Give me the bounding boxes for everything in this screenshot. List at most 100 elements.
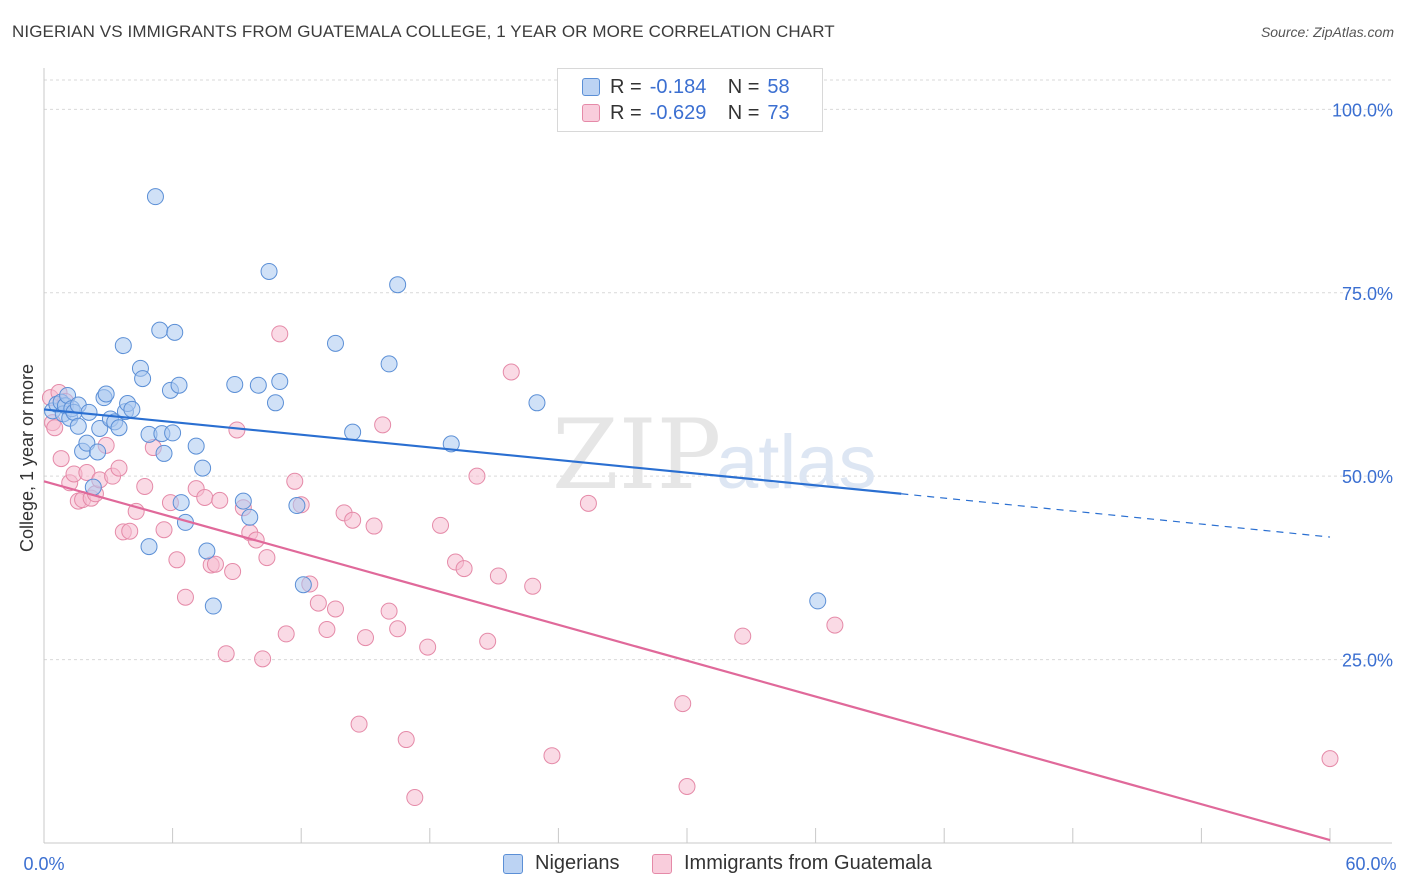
legend-row-nigerians: R = -0.184 N = 58 (582, 75, 790, 99)
guatemala-point (78, 464, 96, 482)
guatemala-point (380, 602, 398, 620)
guatemala-point (52, 450, 70, 468)
nigerians-point (380, 355, 398, 373)
watermark-atlas: atlas (716, 420, 877, 505)
legend-r-label: R = (610, 101, 642, 124)
nigerians-point (97, 385, 115, 403)
nigerians-point (288, 497, 306, 515)
guatemala-point (579, 494, 597, 512)
nigerians-point (89, 443, 107, 461)
guatemala-point (168, 551, 186, 569)
nigerians-point (326, 334, 344, 352)
axes (43, 68, 1392, 844)
series-swatch-nigerians (503, 853, 523, 874)
series-swatch-guatemala (652, 853, 672, 874)
guatemala-point (419, 638, 437, 656)
y-tick-label: 75.0% (1342, 284, 1393, 304)
guatemala-point (1321, 750, 1339, 768)
guatemala-point (217, 645, 235, 663)
nigerians-point (442, 435, 460, 453)
guatemala-point (271, 325, 289, 343)
x-tick-labels: 0.0% 60.0% (23, 854, 1396, 874)
guatemala-point (374, 416, 392, 434)
x-tick-label-min: 0.0% (23, 854, 64, 874)
nigerians-point (140, 538, 158, 556)
nigerians-point (114, 337, 132, 355)
guatemala-point (318, 621, 336, 639)
x-tick-label-max: 60.0% (1345, 854, 1396, 874)
grid-lines (44, 79, 1392, 661)
guatemala-points (41, 325, 1339, 807)
guatemala-point (455, 560, 473, 578)
y-tick-label: 25.0% (1342, 651, 1393, 671)
guatemala-point (344, 511, 362, 529)
nigerians-point (249, 376, 267, 394)
nigerians-trend-extension (901, 493, 1331, 538)
guatemala-point (277, 625, 295, 643)
nigerians-point (271, 373, 289, 391)
guatemala-point (543, 747, 561, 765)
nigerians-point (260, 262, 278, 280)
legend-r-value-guatemala: -0.629 (649, 101, 707, 124)
nigerians-trend-line (43, 408, 902, 495)
nigerians-point (226, 375, 244, 393)
guatemala-point (479, 632, 497, 650)
y-tick-labels: 25.0% 50.0% 75.0% 100.0% (1332, 100, 1393, 670)
nigerians-point (389, 276, 407, 294)
nigerians-point (809, 592, 827, 610)
nigerians-point (110, 419, 128, 437)
legend-row-guatemala: R = -0.629 N = 73 (582, 101, 790, 125)
nigerians-point (146, 188, 164, 206)
nigerians-point (134, 370, 152, 388)
legend-swatch-nigerians (582, 78, 600, 96)
legend-n-label: N = (727, 101, 760, 124)
guatemala-point (406, 789, 424, 807)
trend-lines (43, 408, 1331, 842)
guatemala-point (678, 778, 696, 796)
nigerians-point (91, 419, 109, 437)
guatemala-point (502, 363, 520, 381)
guatemala-point (196, 488, 214, 506)
guatemala-point (110, 459, 128, 477)
y-tick-label: 100.0% (1332, 100, 1393, 120)
watermark: ZIP atlas (552, 399, 877, 511)
series-label-guatemala: Immigrants from Guatemala (684, 852, 932, 874)
legend-r-value-nigerians: -0.184 (649, 75, 707, 98)
series-legend: Nigerians Immigrants from Guatemala (0, 852, 1406, 878)
legend-r-label: R = (610, 75, 642, 98)
guatemala-point (826, 616, 844, 634)
nigerians-point (344, 423, 362, 441)
guatemala-trend-line (43, 480, 1331, 842)
guatemala-point (155, 521, 173, 539)
correlation-legend: R = -0.184 N = 58 R = -0.629 N = 73 (557, 68, 823, 132)
guatemala-point (326, 600, 344, 618)
nigerians-point (198, 542, 216, 560)
series-legend-guatemala: Immigrants from Guatemala (652, 852, 932, 875)
nigerians-point (172, 494, 190, 512)
guatemala-point (489, 567, 507, 585)
guatemala-point (357, 629, 374, 647)
series-legend-nigerians: Nigerians (503, 852, 619, 875)
guatemala-point (46, 419, 64, 437)
watermark-zip: ZIP (552, 399, 721, 511)
y-tick-label: 50.0% (1342, 467, 1393, 487)
guatemala-point (121, 522, 139, 540)
nigerians-point (528, 394, 546, 412)
guatemala-point (734, 627, 752, 645)
guatemala-point (224, 563, 242, 581)
legend-swatch-guatemala (582, 104, 600, 122)
guatemala-point (309, 594, 327, 612)
guatemala-point (286, 472, 304, 490)
nigerians-point (123, 400, 141, 418)
nigerians-point (166, 323, 184, 341)
guatemala-point (389, 620, 407, 638)
guatemala-point (524, 577, 542, 595)
nigerians-point (294, 576, 312, 594)
y-axis-label: College, 1 year or more (17, 364, 37, 552)
guatemala-point (176, 588, 194, 606)
guatemala-point (365, 517, 383, 535)
guatemala-point (674, 695, 692, 713)
nigerians-point (170, 376, 188, 394)
guatemala-point (350, 715, 368, 733)
